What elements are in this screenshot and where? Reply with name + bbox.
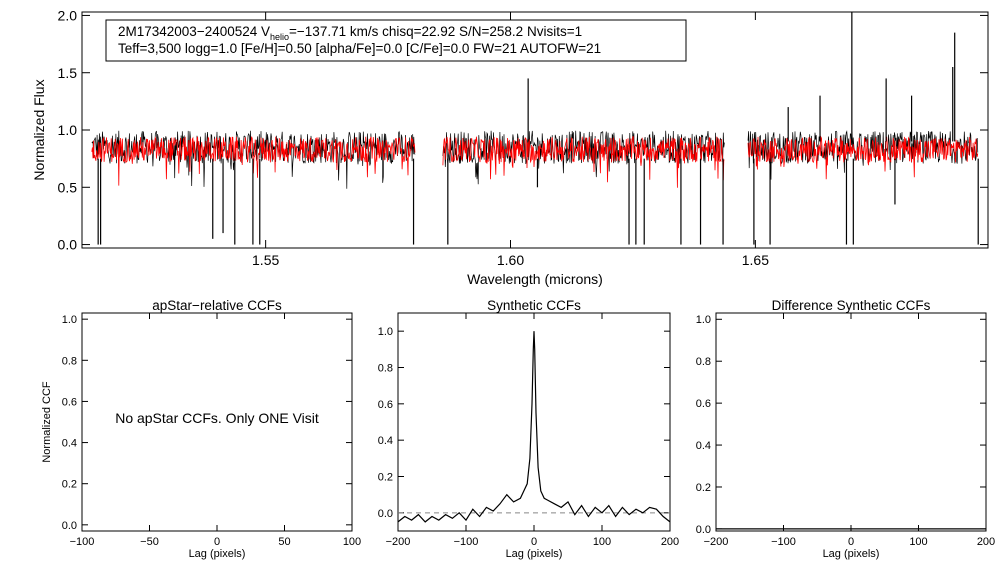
x-tick-label: 100 bbox=[593, 536, 611, 548]
x-tick-label: 0 bbox=[214, 536, 220, 548]
x-tick-label: 100 bbox=[343, 536, 361, 548]
apstar-ccf-title: apStar−relative CCFs bbox=[152, 298, 282, 313]
info-vhelio-subscript: helio bbox=[270, 32, 289, 42]
synthetic-ccf-panel: Synthetic CCFs −200 −100 0 100 200 0.0 0.2 0.4 0… bbox=[378, 298, 679, 560]
y-tick-label: 0.4 bbox=[62, 438, 77, 450]
apstar-ccf-xlabel: Lag (pixels) bbox=[189, 548, 246, 560]
x-tick-label: 200 bbox=[977, 536, 995, 548]
apstar-ccf-panel: apStar−relative CCFs −100 −50 0 50 100 0.0 0.2… bbox=[41, 298, 361, 560]
difference-ccf-ticks: −200 −100 0 100 200 0.0 0.2 0.4 0.6 0.8 1.0 bbox=[696, 313, 995, 548]
difference-ccf-panel: Difference Synthetic CCFs −200 −100 0 100 20… bbox=[696, 298, 995, 560]
y-tick-label: 0.0 bbox=[62, 520, 77, 532]
synthetic-ccf-ticks: −200 −100 0 100 200 0.0 0.2 0.4 0.6 0.8 1.0 bbox=[378, 313, 679, 548]
x-tick-label: −100 bbox=[454, 536, 479, 548]
apstar-ccf-ticks: −100 −50 0 50 100 0.0 0.2 0.4 0.6 0.8 1.0 bbox=[62, 313, 361, 548]
x-tick-label: 0 bbox=[848, 536, 854, 548]
y-tick-label: 0.8 bbox=[378, 362, 393, 374]
y-tick-label: 0.0 bbox=[696, 524, 711, 536]
x-tick-label: −100 bbox=[70, 536, 95, 548]
y-tick-label: 0.2 bbox=[696, 482, 711, 494]
info-star-id: 2M17342003−2400524 V bbox=[118, 24, 270, 39]
spectrum-info-line1: 2M17342003−2400524 Vhelio=−137.71 km/s c… bbox=[118, 24, 582, 42]
y-tick-label: 0.2 bbox=[62, 479, 77, 491]
spectrum-info-line2: Teff=3,500 logg=1.0 [Fe/H]=0.50 [alpha/F… bbox=[118, 41, 601, 56]
x-tick-label: 1.65 bbox=[742, 252, 769, 268]
apstar-ccf-ylabel: Normalized CCF bbox=[41, 381, 53, 463]
spectrum-emission-peaks bbox=[527, 12, 956, 142]
y-tick-label: 0.2 bbox=[378, 471, 393, 483]
spectrum-model-chip-2 bbox=[442, 136, 725, 188]
info-fit-stats: =−137.71 km/s chisq=22.92 S/N=258.2 Nvis… bbox=[289, 24, 582, 39]
y-tick-label: 0.0 bbox=[378, 508, 393, 520]
difference-ccf-xlabel: Lag (pixels) bbox=[823, 548, 880, 560]
x-tick-label: 200 bbox=[661, 536, 679, 548]
x-tick-label: −200 bbox=[386, 536, 411, 548]
y-tick-label: 1.0 bbox=[58, 122, 78, 138]
y-tick-label: 2.0 bbox=[58, 7, 78, 23]
x-tick-label: 1.60 bbox=[497, 252, 524, 268]
y-tick-label: 1.0 bbox=[696, 314, 711, 326]
spectrum-info-box bbox=[105, 19, 687, 62]
x-tick-label: −50 bbox=[140, 536, 159, 548]
y-tick-label: 0.8 bbox=[62, 355, 77, 367]
synthetic-ccf-xlabel: Lag (pixels) bbox=[506, 548, 563, 560]
difference-ccf-frame bbox=[715, 312, 987, 532]
y-tick-label: 1.0 bbox=[378, 326, 393, 338]
spectrum-xlabel: Wavelength (microns) bbox=[467, 271, 603, 287]
y-tick-label: 1.5 bbox=[58, 65, 78, 81]
spectrum-ylabel: Normalized Flux bbox=[31, 79, 47, 180]
y-tick-label: 1.0 bbox=[62, 314, 77, 326]
y-tick-label: 0.6 bbox=[62, 396, 77, 408]
y-tick-label: 0.4 bbox=[696, 440, 711, 452]
y-tick-label: 0.6 bbox=[696, 398, 711, 410]
synthetic-ccf-title: Synthetic CCFs bbox=[487, 298, 581, 313]
spectrum-model-chip-3 bbox=[747, 135, 979, 180]
y-tick-label: 0.4 bbox=[378, 435, 393, 447]
synthetic-ccf-line bbox=[397, 331, 671, 523]
x-tick-label: 50 bbox=[278, 536, 290, 548]
y-tick-label: 0.5 bbox=[58, 179, 78, 195]
difference-ccf-title: Difference Synthetic CCFs bbox=[772, 298, 931, 313]
y-tick-label: 0.8 bbox=[696, 356, 711, 368]
spectrum-lines bbox=[91, 130, 979, 189]
apstar-ccf-annotation: No apStar CCFs. Only ONE Visit bbox=[115, 410, 319, 426]
y-tick-label: 0.6 bbox=[378, 399, 393, 411]
spectrum-absorption-dips bbox=[97, 158, 979, 245]
y-tick-label: 0.0 bbox=[58, 237, 78, 253]
spectrum-ticks: 1.55 1.60 1.65 0.0 0.5 1.0 1.5 2.0 bbox=[58, 7, 988, 268]
x-tick-label: 100 bbox=[909, 536, 927, 548]
x-tick-label: 0 bbox=[531, 536, 537, 548]
x-tick-label: 1.55 bbox=[252, 252, 279, 268]
x-tick-label: −100 bbox=[771, 536, 796, 548]
spectrum-panel: 1.55 1.60 1.65 0.0 0.5 1.0 1.5 2.0 2M17342003−2… bbox=[31, 7, 989, 287]
x-tick-label: −200 bbox=[704, 536, 729, 548]
spectrum-observed-chip-3 bbox=[747, 130, 979, 180]
